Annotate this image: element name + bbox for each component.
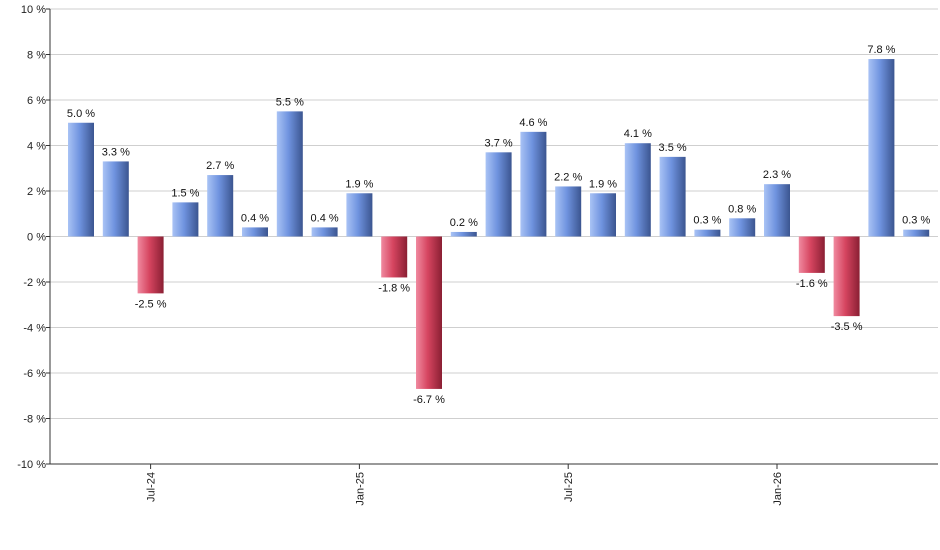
bar bbox=[381, 236, 408, 278]
data-labels: 5.0 % 3.3 % -2.5 % 1.5 % 2.7 % 0.4 % 5.5 % 0.4 … bbox=[67, 44, 931, 406]
y-tick-label: 2 % bbox=[27, 186, 46, 198]
x-tick-label: Jan-26 bbox=[772, 472, 784, 506]
bar-data-label: 0.8 % bbox=[728, 203, 756, 215]
bar-data-label: 0.3 % bbox=[902, 215, 930, 227]
axes bbox=[49, 9, 938, 465]
bar-data-label: 3.7 % bbox=[485, 137, 513, 149]
bar bbox=[833, 236, 860, 317]
bar bbox=[520, 131, 547, 237]
x-tick-label: Jan-25 bbox=[354, 472, 366, 506]
bar-data-label: 5.5 % bbox=[276, 96, 304, 108]
bar-data-label: 0.4 % bbox=[241, 212, 269, 224]
bar-data-label: 4.1 % bbox=[624, 128, 652, 140]
bar bbox=[172, 202, 199, 237]
x-tick-label: Jul-24 bbox=[146, 472, 158, 502]
bar-data-label: 2.2 % bbox=[554, 171, 582, 183]
bar-data-label: -6.7 % bbox=[413, 394, 445, 406]
x-tick-label: Jul-25 bbox=[563, 472, 575, 502]
bar bbox=[624, 143, 651, 237]
bars bbox=[68, 59, 930, 389]
bar bbox=[102, 161, 129, 237]
y-tick-label: 4 % bbox=[27, 141, 46, 153]
y-tick-label: -6 % bbox=[23, 368, 46, 380]
bar-data-label: 2.3 % bbox=[763, 169, 791, 181]
bar-data-label: 4.6 % bbox=[519, 117, 547, 129]
bar-data-label: 2.7 % bbox=[206, 160, 234, 172]
bar bbox=[694, 229, 721, 237]
bar bbox=[729, 218, 756, 237]
bar bbox=[590, 193, 616, 237]
bar-data-label: 5.0 % bbox=[67, 108, 95, 120]
bar bbox=[485, 152, 512, 237]
bar bbox=[764, 184, 790, 237]
y-tick-label: -8 % bbox=[23, 414, 46, 426]
bar-data-label: -2.5 % bbox=[135, 298, 167, 310]
bar bbox=[68, 122, 94, 237]
y-tick-label: 10 % bbox=[21, 4, 46, 16]
bar bbox=[346, 193, 373, 237]
x-axis-ticks: Jul-24 Jan-25 Jul-25 Jan-26 bbox=[146, 464, 784, 506]
y-tick-label: -4 % bbox=[23, 323, 46, 335]
bar-data-label: 7.8 % bbox=[867, 44, 895, 56]
bar bbox=[659, 156, 686, 237]
bar-data-label: -3.5 % bbox=[831, 321, 863, 333]
bar-data-label: 0.4 % bbox=[311, 212, 339, 224]
bar-data-label: 3.3 % bbox=[102, 146, 130, 158]
bar-data-label: -1.6 % bbox=[796, 278, 828, 290]
bar bbox=[555, 186, 582, 237]
y-tick-label: -10 % bbox=[17, 459, 46, 471]
bar-data-label: 1.9 % bbox=[345, 178, 373, 190]
y-tick-label: 8 % bbox=[27, 50, 46, 62]
bar-data-label: -1.8 % bbox=[378, 282, 410, 294]
bar-data-label: 1.5 % bbox=[171, 187, 199, 199]
bar-data-label: 3.5 % bbox=[659, 142, 687, 154]
bar bbox=[798, 236, 825, 273]
y-axis-ticks: -10 % -8 % -6 % -4 % -2 % 0 % 2 % 4 % 6 % 8 % 10 % bbox=[17, 4, 50, 471]
bar bbox=[903, 229, 930, 237]
bar bbox=[207, 175, 234, 237]
y-tick-label: 0 % bbox=[27, 232, 46, 244]
bar bbox=[416, 236, 442, 389]
bar-data-label: 0.3 % bbox=[693, 215, 721, 227]
y-tick-label: 6 % bbox=[27, 95, 46, 107]
bar-data-label: 0.2 % bbox=[450, 217, 478, 229]
bar bbox=[242, 227, 268, 237]
y-tick-label: -2 % bbox=[23, 277, 46, 289]
bar bbox=[450, 231, 477, 237]
bar bbox=[276, 111, 303, 237]
bar-data-label: 1.9 % bbox=[589, 178, 617, 190]
bar bbox=[137, 236, 164, 294]
bar bbox=[311, 227, 338, 237]
bar bbox=[868, 59, 895, 237]
